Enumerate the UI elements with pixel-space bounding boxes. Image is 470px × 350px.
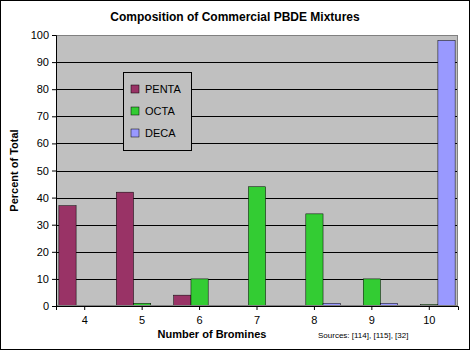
x-tick-label: 4	[82, 314, 88, 326]
y-tick: 90	[37, 56, 56, 68]
grid-line	[56, 143, 458, 144]
grid-line	[56, 171, 458, 172]
y-tick-mark	[52, 143, 56, 144]
x-tick: 5	[139, 306, 145, 326]
y-tick: 10	[37, 273, 56, 285]
plot-area	[56, 35, 458, 306]
bar	[174, 295, 191, 306]
y-axis-title: Percent of Total	[8, 129, 20, 211]
legend-label: PENTA	[145, 83, 182, 95]
y-tick-mark	[52, 225, 56, 226]
y-tick: 20	[37, 246, 56, 258]
title: Composition of Commercial PBDE Mixtures	[110, 10, 360, 24]
y-tick: 80	[37, 83, 56, 95]
y-tick: 40	[37, 192, 56, 204]
y-tick-label: 60	[37, 137, 49, 149]
y-tick: 60	[37, 137, 56, 149]
x-tick-label: 10	[423, 314, 435, 326]
bar	[59, 206, 76, 306]
x-tick-label: 8	[311, 314, 317, 326]
bar	[438, 40, 455, 306]
y-tick-label: 70	[37, 110, 49, 122]
y-tick-mark	[52, 279, 56, 280]
y-tick-label: 100	[31, 29, 49, 41]
y-tick: 30	[37, 219, 56, 231]
y-tick-label: 20	[37, 246, 49, 258]
y-axis-line	[52, 36, 57, 307]
bar	[191, 279, 208, 306]
plot-frame	[57, 36, 458, 306]
legend-label: DECA	[145, 127, 176, 139]
y-tick-label: 30	[37, 219, 49, 231]
chart-border	[1, 1, 470, 350]
y-tick: 50	[37, 165, 56, 177]
x-tick: 8	[311, 306, 317, 326]
x-tick-mark	[257, 306, 258, 310]
y-tick-mark	[52, 198, 56, 199]
y-tick-mark	[52, 171, 56, 172]
legend-swatch	[131, 107, 139, 115]
legend-box	[124, 73, 192, 151]
legend-swatch	[131, 129, 139, 137]
y-tick-mark	[52, 116, 56, 117]
y-tick-label: 90	[37, 56, 49, 68]
y-tick: 70	[37, 110, 56, 122]
y-tick-mark	[52, 35, 56, 36]
y-tick-mark	[52, 89, 56, 90]
x-tick-mark	[371, 306, 372, 310]
x-tick: 7	[254, 306, 260, 326]
legend-label: OCTA	[145, 105, 175, 117]
bar	[248, 187, 265, 306]
x-tick: 4	[82, 306, 88, 326]
chart: 0 10 20 30 40 50 60 70 80 90 100 4 5 6 7 8 9 10 Compositio…	[0, 0, 470, 350]
x-tick: 10	[423, 306, 435, 326]
y-tick-label: 40	[37, 192, 49, 204]
y-tick-mark	[52, 62, 56, 63]
y-tick: 100	[31, 29, 56, 41]
grid-line	[56, 89, 458, 90]
annotation: Sources: [114], [115], [32]	[318, 331, 408, 340]
x-tick-mark	[314, 306, 315, 310]
x-tick-label: 7	[254, 314, 260, 326]
grid-line	[56, 62, 458, 63]
x-tick: 6	[197, 306, 203, 326]
bar	[306, 214, 323, 306]
y-tick-label: 50	[37, 165, 49, 177]
x-axis: 4 5 6 7 8 9 10	[57, 306, 459, 326]
x-tick-label: 9	[369, 314, 375, 326]
grid	[56, 36, 458, 307]
bars	[59, 40, 455, 306]
x-tick-label: 5	[139, 314, 145, 326]
y-tick-mark	[52, 306, 56, 307]
legend: PENTA OCTA DECA	[124, 73, 192, 151]
x-tick: 9	[369, 306, 375, 326]
legend-swatch	[131, 85, 139, 93]
bar	[363, 279, 380, 306]
grid-line	[56, 116, 458, 117]
y-axis: 0 10 20 30 40 50 60 70 80 90 100	[31, 29, 57, 312]
y-tick-label: 0	[43, 300, 49, 312]
y-tick: 0	[43, 300, 56, 312]
y-tick-label: 10	[37, 273, 49, 285]
bar	[116, 192, 133, 306]
x-tick-mark	[142, 306, 143, 310]
x-tick-mark	[84, 306, 85, 310]
y-tick-label: 80	[37, 83, 49, 95]
x-axis-line	[57, 307, 459, 311]
x-tick-mark	[199, 306, 200, 310]
x-tick-label: 6	[197, 314, 203, 326]
x-axis-title: Number of Bromines	[158, 328, 267, 340]
x-tick-mark	[429, 306, 430, 310]
y-tick-mark	[52, 252, 56, 253]
